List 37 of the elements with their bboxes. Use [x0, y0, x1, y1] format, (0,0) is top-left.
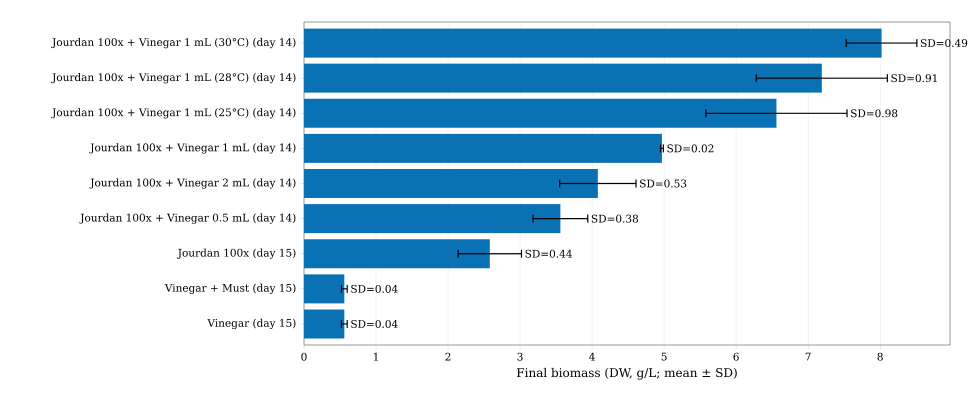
y-tick-label: Vinegar + Must (day 15) [164, 284, 296, 294]
bar [304, 64, 822, 93]
bar [304, 169, 598, 198]
x-tick-label: 0 [301, 352, 307, 361]
y-tick-label: Jourdan 100x + Vinegar 1 mL (25°C) (day 14) [51, 108, 296, 118]
bar [304, 28, 882, 58]
x-tick-label: 5 [662, 352, 667, 360]
x-tick-label: 6 [733, 352, 739, 361]
annotation: SD=0.38 [592, 214, 638, 223]
y-tick-label: Jourdan 100x (day 15) [176, 248, 296, 259]
y-tick-label: Jourdan 100x + Vinegar 2 mL (day 14) [89, 178, 296, 189]
x-axis-title: Final biomass (DW, g/L; mean ± SD) [516, 368, 737, 380]
y-tick-label: Vinegar (day 15) [207, 318, 296, 330]
bar [304, 98, 776, 128]
y-tick-label: Jourdan 100x + Vinegar 1 mL (day 14) [89, 143, 296, 154]
bar [304, 309, 344, 338]
bar [304, 134, 662, 163]
annotation: SD=0.49 [920, 39, 968, 48]
annotation: SD=0.04 [351, 320, 398, 328]
x-tick-label: 4 [589, 352, 595, 360]
annotation: SD=0.04 [351, 284, 398, 293]
annotation: SD=0.02 [667, 144, 714, 152]
y-tick-label: Jourdan 100x + Vinegar 0.5 mL (day 14) [79, 213, 296, 224]
annotation: SD=0.53 [640, 180, 686, 188]
annotation: SD=0.91 [891, 74, 937, 82]
x-tick-label: 3 [518, 352, 523, 361]
bar [304, 239, 490, 268]
y-tick-label: Jourdan 100x + Vinegar 1 mL (30°C) (day 14) [51, 38, 296, 48]
x-tick-label: 1 [374, 352, 378, 360]
bar [304, 274, 344, 304]
y-tick-label: Jourdan 100x + Vinegar 1 mL (28°C) (day 14) [51, 73, 296, 84]
x-tick-label: 8 [878, 352, 883, 361]
x-tick-label: 7 [806, 352, 811, 360]
annotation: SD=0.98 [851, 109, 898, 118]
x-tick-label: 2 [445, 352, 450, 360]
annotation: SD=0.44 [526, 250, 572, 258]
bar [304, 204, 560, 234]
